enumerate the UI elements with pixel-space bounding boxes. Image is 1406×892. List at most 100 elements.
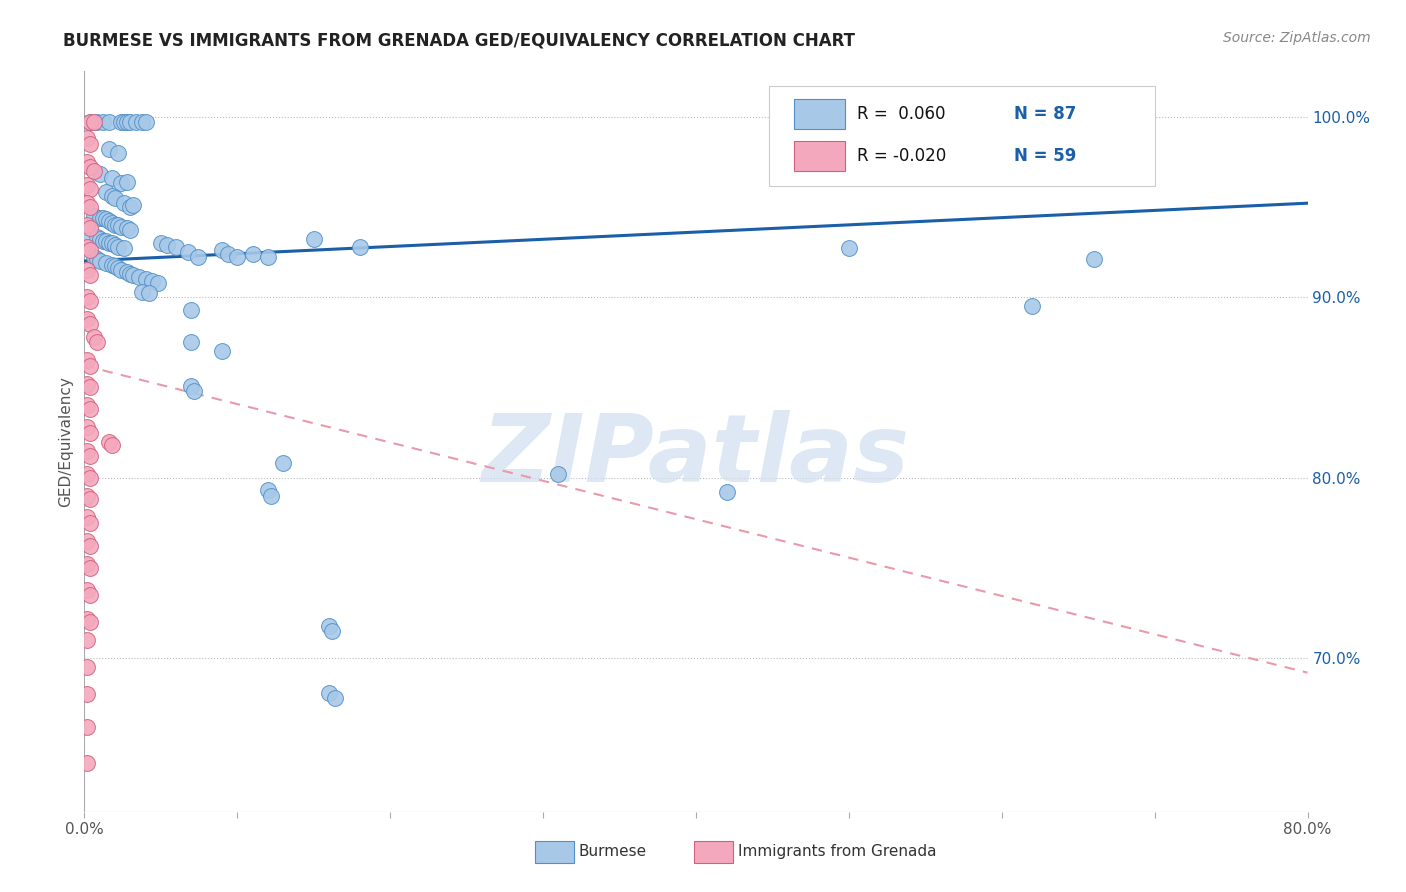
Point	[242, 246, 264, 260]
Point	[94, 234, 117, 248]
Point	[257, 251, 280, 265]
Point	[79, 380, 101, 394]
Text: BURMESE VS IMMIGRANTS FROM GRENADA GED/EQUIVALENCY CORRELATION CHART: BURMESE VS IMMIGRANTS FROM GRENADA GED/E…	[63, 31, 855, 49]
Point	[156, 237, 179, 252]
Point	[76, 239, 98, 253]
Point	[716, 485, 738, 500]
Point	[165, 239, 187, 253]
Point	[79, 470, 101, 484]
Point	[141, 274, 163, 288]
Point	[94, 186, 117, 200]
Point	[125, 115, 148, 129]
Point	[112, 196, 135, 211]
Point	[79, 425, 101, 440]
Point	[89, 167, 111, 181]
Point	[97, 214, 120, 228]
Text: Immigrants from Grenada: Immigrants from Grenada	[738, 844, 936, 859]
Point	[138, 286, 160, 301]
Point	[76, 131, 98, 145]
Point	[79, 182, 101, 196]
Point	[76, 533, 98, 548]
Point	[112, 241, 135, 255]
Point	[128, 270, 150, 285]
Point	[107, 145, 129, 160]
Point	[79, 243, 101, 257]
Point	[79, 588, 101, 602]
Point	[79, 561, 101, 575]
Text: R =  0.060: R = 0.060	[858, 105, 946, 123]
Point	[94, 212, 117, 227]
Point	[323, 690, 346, 705]
Point	[97, 115, 120, 129]
Point	[115, 115, 138, 129]
Point	[838, 241, 860, 255]
Text: Source: ZipAtlas.com: Source: ZipAtlas.com	[1223, 31, 1371, 45]
Point	[83, 209, 105, 223]
Point	[76, 420, 98, 434]
Point	[302, 232, 325, 246]
Point	[76, 582, 98, 597]
Text: N = 59: N = 59	[1014, 147, 1077, 165]
Point	[107, 218, 129, 232]
Point	[86, 115, 108, 129]
Point	[211, 243, 233, 257]
Point	[180, 302, 202, 317]
Point	[76, 290, 98, 304]
Point	[120, 223, 142, 237]
Point	[217, 246, 239, 260]
FancyBboxPatch shape	[794, 141, 845, 170]
Point	[83, 330, 105, 344]
Point	[76, 510, 98, 524]
Point	[122, 268, 145, 283]
Point	[79, 221, 101, 235]
Text: R = -0.020: R = -0.020	[858, 147, 946, 165]
Point	[97, 142, 120, 156]
Point	[76, 467, 98, 481]
Point	[107, 239, 129, 253]
Point	[318, 618, 340, 632]
Point	[104, 191, 127, 205]
Point	[120, 115, 142, 129]
Y-axis label: GED/Equivalency: GED/Equivalency	[58, 376, 73, 507]
Point	[135, 115, 157, 129]
FancyBboxPatch shape	[693, 840, 733, 863]
Point	[76, 353, 98, 368]
Point	[104, 260, 127, 274]
Point	[79, 200, 101, 214]
Point	[79, 615, 101, 629]
Point	[83, 251, 105, 265]
Point	[76, 558, 98, 572]
Point	[180, 335, 202, 350]
Point	[76, 720, 98, 734]
Point	[76, 633, 98, 648]
Point	[76, 660, 98, 674]
Point	[79, 136, 101, 151]
Point	[110, 115, 132, 129]
Point	[76, 218, 98, 232]
FancyBboxPatch shape	[769, 87, 1154, 186]
Point	[318, 685, 340, 699]
Point	[76, 178, 98, 193]
Text: ZIPatlas: ZIPatlas	[482, 410, 910, 502]
Point	[120, 200, 142, 214]
Point	[79, 293, 101, 308]
Point	[115, 265, 138, 279]
Point	[86, 252, 108, 267]
Point	[76, 154, 98, 169]
Point	[112, 115, 135, 129]
Point	[547, 467, 569, 481]
Point	[94, 256, 117, 270]
Point	[79, 268, 101, 283]
Point	[79, 359, 101, 373]
Point	[91, 211, 114, 225]
Point	[79, 539, 101, 553]
Point	[180, 378, 202, 392]
Point	[79, 449, 101, 463]
Point	[79, 115, 101, 129]
Point	[1083, 252, 1105, 267]
Point	[271, 456, 294, 470]
Point	[349, 239, 371, 253]
Point	[89, 254, 111, 268]
Point	[79, 492, 101, 507]
Point	[86, 230, 108, 244]
